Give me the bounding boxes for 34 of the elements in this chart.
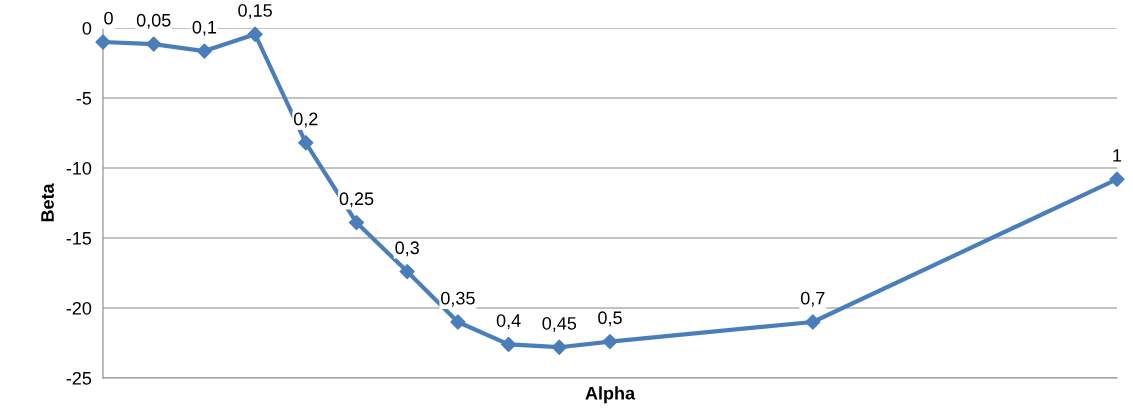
annotation: 0,5 <box>598 311 622 327</box>
annotation: 0,05 <box>136 13 171 29</box>
point <box>551 339 567 355</box>
y-axis-title: Beta <box>41 183 54 222</box>
text: 0 <box>104 11 113 25</box>
point <box>450 314 466 330</box>
point <box>500 336 517 353</box>
annotation: 0,25 <box>339 192 374 208</box>
annotation: 0,7 <box>800 291 825 307</box>
point <box>602 333 618 350</box>
point <box>146 36 162 52</box>
point <box>399 263 415 280</box>
y-tick-label: -25 <box>66 371 92 385</box>
annotation: 1 <box>1113 149 1122 162</box>
y-tick-label: -15 <box>66 232 92 245</box>
point <box>1109 171 1125 187</box>
y-tick-label: -20 <box>66 301 92 315</box>
point <box>298 135 314 151</box>
annotation: 0,4 <box>496 314 521 330</box>
point <box>95 34 111 50</box>
point <box>805 314 821 330</box>
annotation: 0,45 <box>542 316 577 332</box>
y-tick-label: -10 <box>66 161 92 175</box>
x-axis-title: Alpha <box>585 386 636 404</box>
point <box>348 214 365 231</box>
point <box>196 43 213 59</box>
annotation: 0,35 <box>441 291 475 307</box>
annotation: 0,1 <box>192 20 217 36</box>
annotation: 0,2 <box>293 112 318 128</box>
y-tick-label: -5 <box>76 92 92 105</box>
y-tick-label: 0 <box>82 21 92 35</box>
annotation: 0,3 <box>395 241 419 257</box>
point <box>247 26 263 42</box>
text: 0,15 <box>238 4 272 19</box>
